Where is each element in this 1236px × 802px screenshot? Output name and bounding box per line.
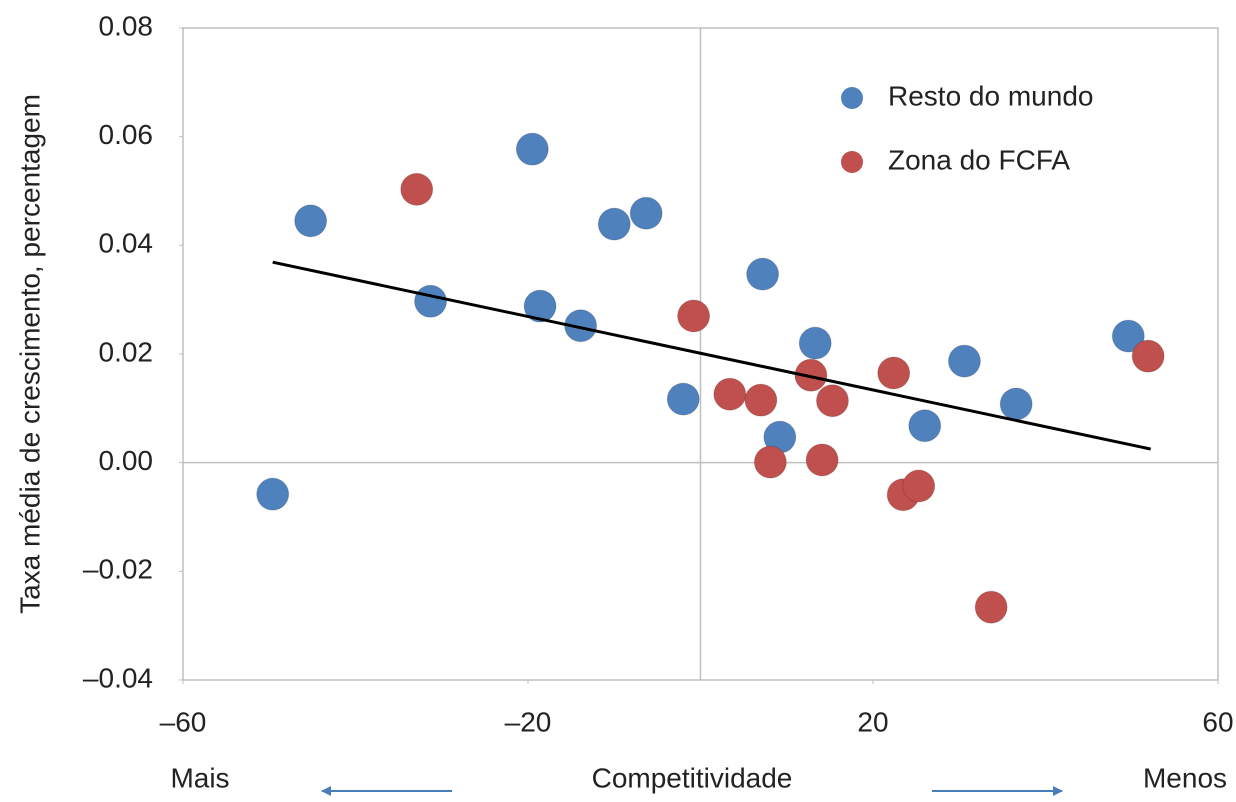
point [753,445,787,479]
x-tick-label: 60 [1202,706,1233,737]
point [629,196,663,230]
point [744,383,778,417]
y-tick-label: 0.02 [99,336,154,367]
legend-label: Zona do FCFA [888,144,1070,175]
legend-marker [841,87,863,109]
x-note-right: Menos [1143,762,1227,793]
x-axis-label: Competitividade [592,762,793,793]
point [677,299,711,333]
point [1131,339,1165,373]
point [294,204,328,238]
point [947,344,981,378]
point [414,284,448,318]
x-note-left: Mais [170,762,229,793]
point [902,469,936,503]
x-tick-label: –60 [160,706,207,737]
y-tick-label: –0.02 [83,554,153,585]
point [523,289,557,323]
y-tick-label: 0.00 [99,445,154,476]
point [999,387,1033,421]
legend-marker [841,151,863,173]
point [908,409,942,443]
point [256,477,290,511]
legend-label: Resto do mundo [888,80,1093,111]
x-tick-label: 20 [857,706,888,737]
point [815,384,849,418]
y-axis-label: Taxa média de crescimento, percentagem [14,94,45,614]
x-tick-label: –20 [505,706,552,737]
point [666,382,700,416]
y-tick-label: 0.04 [99,228,154,259]
point [746,257,780,291]
point [515,132,549,166]
point [974,590,1008,624]
point [877,356,911,390]
y-tick-label: –0.04 [83,662,153,693]
trend-line [272,260,1152,451]
point [400,172,434,206]
point [597,207,631,241]
y-tick-label: 0.06 [99,119,154,150]
point [798,326,832,360]
point [805,443,839,477]
point [1111,319,1145,353]
point [713,377,747,411]
y-tick-label: 0.08 [99,10,154,41]
point [794,358,828,392]
